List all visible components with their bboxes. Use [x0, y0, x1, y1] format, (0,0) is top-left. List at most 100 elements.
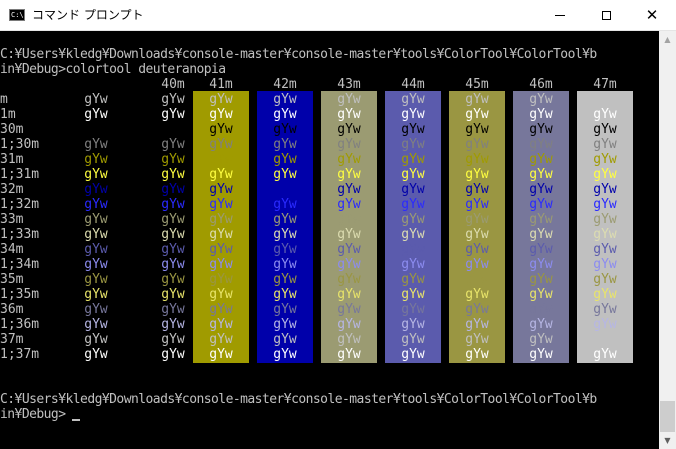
sample-text: gYw: [401, 242, 425, 257]
sample-text: gYw: [273, 257, 297, 272]
sample-text: gYw: [209, 122, 233, 137]
sample-text: gYw: [161, 242, 185, 257]
sample-text: gYw: [465, 107, 489, 122]
minimize-button[interactable]: [537, 0, 583, 31]
sample-text: gYw: [161, 257, 185, 272]
scrollbar-thumb[interactable]: [660, 401, 675, 432]
sample-text: gYw: [593, 167, 617, 182]
row-label: 35m: [0, 272, 24, 287]
close-button[interactable]: ✕: [629, 0, 675, 31]
sample-text: gYw: [529, 197, 553, 212]
sample-text: gYw: [529, 137, 553, 152]
sample-text: gYw: [401, 107, 425, 122]
sample-text: gYw: [209, 227, 233, 242]
row-label: 1;30m: [0, 137, 40, 152]
sample-text: gYw: [337, 92, 361, 107]
row-label: 1;34m: [0, 257, 40, 272]
maximize-button[interactable]: [583, 0, 629, 31]
sample-text: gYw: [465, 122, 489, 137]
sample-text: gYw: [593, 317, 617, 332]
sample-text: gYw: [161, 347, 185, 362]
sample-text: gYw: [273, 182, 297, 197]
bg-color-column-42m: [257, 91, 313, 363]
sample-text: gYw: [337, 167, 361, 182]
sample-text: gYw: [401, 272, 425, 287]
sample-text: gYw: [161, 107, 185, 122]
sample-text-default-bg: gYw: [84, 107, 108, 122]
column-header: 43m: [337, 77, 361, 92]
column-header: 46m: [529, 77, 553, 92]
sample-text: gYw: [209, 347, 233, 362]
column-header: 47m: [593, 77, 617, 92]
sample-text: gYw: [465, 242, 489, 257]
sample-text: gYw: [593, 257, 617, 272]
sample-text: gYw: [209, 272, 233, 287]
sample-text: gYw: [593, 92, 617, 107]
sample-text-default-bg: gYw: [84, 197, 108, 212]
sample-text: gYw: [209, 152, 233, 167]
row-label: 1;37m: [0, 347, 40, 362]
sample-text: gYw: [401, 197, 425, 212]
sample-text: gYw: [529, 182, 553, 197]
scroll-up-arrow-icon[interactable]: ▲: [664, 35, 671, 44]
minimize-icon: [555, 15, 565, 16]
vertical-scrollbar[interactable]: ▲ ▼: [659, 31, 676, 449]
sample-text: gYw: [161, 302, 185, 317]
row-label: 1;33m: [0, 227, 40, 242]
sample-text: gYw: [401, 137, 425, 152]
sample-text: gYw: [465, 152, 489, 167]
row-label: 1;35m: [0, 287, 40, 302]
sample-text: gYw: [593, 287, 617, 302]
sample-text: gYw: [161, 152, 185, 167]
sample-text: gYw: [209, 332, 233, 347]
text-cursor: [72, 419, 80, 421]
sample-text: gYw: [161, 92, 185, 107]
sample-text: gYw: [209, 317, 233, 332]
row-label: 30m: [0, 122, 24, 137]
sample-text-default-bg: gYw: [84, 287, 108, 302]
sample-text: gYw: [465, 272, 489, 287]
sample-text: gYw: [401, 227, 425, 242]
sample-text: gYw: [465, 197, 489, 212]
prompt-line-2: in¥Debug>colortool deuteranopia: [0, 62, 226, 77]
sample-text: gYw: [161, 182, 185, 197]
scroll-down-arrow-icon[interactable]: ▼: [664, 436, 671, 445]
sample-text: gYw: [161, 317, 185, 332]
column-header: 42m: [273, 77, 297, 92]
sample-text: gYw: [273, 92, 297, 107]
sample-text: gYw: [273, 332, 297, 347]
column-header: 41m: [209, 77, 233, 92]
sample-text: gYw: [273, 272, 297, 287]
sample-text-default-bg: gYw: [84, 122, 108, 137]
console-output[interactable]: C:¥Users¥kledg¥Downloads¥console-master¥…: [0, 31, 659, 449]
row-label: m: [0, 92, 8, 107]
row-label: 31m: [0, 152, 24, 167]
sample-text: gYw: [465, 287, 489, 302]
sample-text: gYw: [593, 332, 617, 347]
sample-text: gYw: [465, 317, 489, 332]
sample-text: gYw: [465, 182, 489, 197]
cmd-icon: C:\: [9, 9, 25, 21]
sample-text: gYw: [337, 197, 361, 212]
sample-text: gYw: [273, 287, 297, 302]
sample-text: gYw: [209, 107, 233, 122]
row-label: 37m: [0, 332, 24, 347]
sample-text-default-bg: gYw: [84, 137, 108, 152]
sample-text: gYw: [529, 152, 553, 167]
sample-text: gYw: [529, 347, 553, 362]
close-icon: ✕: [645, 6, 659, 24]
sample-text: gYw: [337, 212, 361, 227]
row-label: 1;31m: [0, 167, 40, 182]
sample-text: gYw: [529, 317, 553, 332]
sample-text: gYw: [401, 347, 425, 362]
bg-color-column-41m: [193, 91, 249, 363]
title-bar[interactable]: C:\ コマンド プロンプト ✕: [0, 0, 676, 31]
sample-text: gYw: [593, 227, 617, 242]
sample-text: gYw: [529, 287, 553, 302]
sample-text: gYw: [401, 122, 425, 137]
sample-text: gYw: [209, 182, 233, 197]
row-label: 1;36m: [0, 317, 40, 332]
sample-text-default-bg: gYw: [84, 302, 108, 317]
sample-text: gYw: [273, 212, 297, 227]
sample-text: gYw: [209, 242, 233, 257]
